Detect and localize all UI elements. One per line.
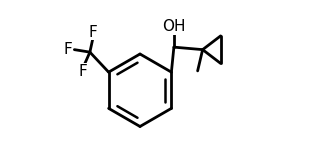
Text: F: F (78, 64, 87, 79)
Text: F: F (89, 25, 97, 40)
Text: F: F (63, 42, 72, 57)
Text: OH: OH (162, 19, 186, 34)
